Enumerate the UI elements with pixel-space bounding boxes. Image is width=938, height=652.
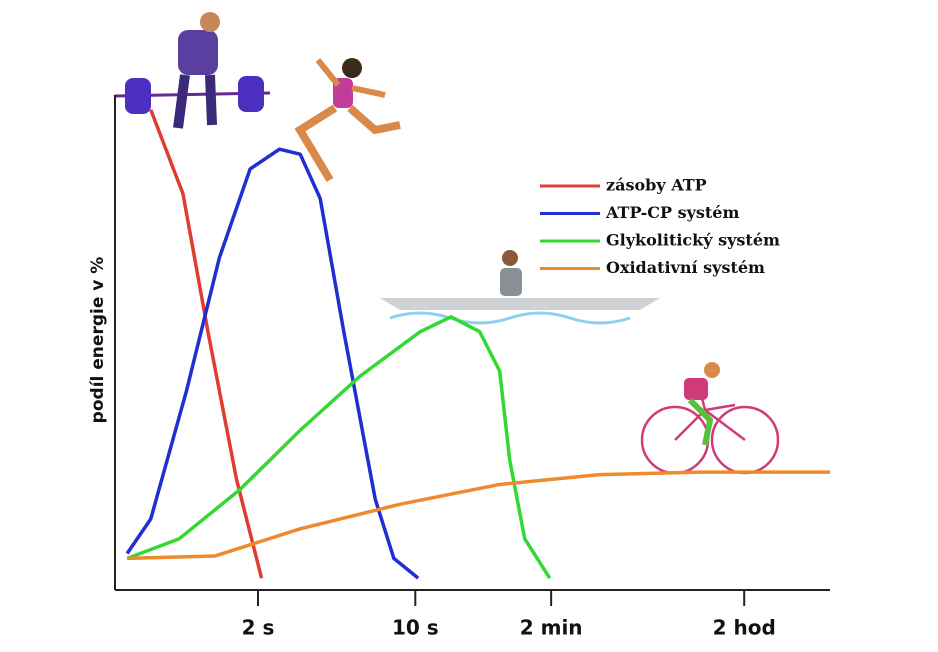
- legend-label: Glykolitický systém: [606, 231, 780, 250]
- x-tick-label: 2 min: [520, 616, 583, 640]
- x-tick-label: 2 s: [242, 616, 275, 640]
- illustration-rower: [380, 250, 660, 325]
- line: [126, 315, 552, 580]
- legend-label: Oxidativní systém: [606, 258, 765, 277]
- legend-label: ATP-CP systém: [605, 203, 739, 222]
- line: [149, 109, 264, 579]
- legend-label: zásoby ATP: [606, 176, 707, 195]
- y-axis-title: podíl energie v %: [88, 257, 108, 424]
- line: [127, 470, 830, 561]
- illustration-runner: [294, 58, 401, 183]
- illustration-weightlifter: [114, 12, 271, 129]
- illustration-cyclist: [640, 362, 780, 475]
- x-tick-label: 2 hod: [713, 616, 776, 640]
- x-tick-label: 10 s: [392, 616, 439, 640]
